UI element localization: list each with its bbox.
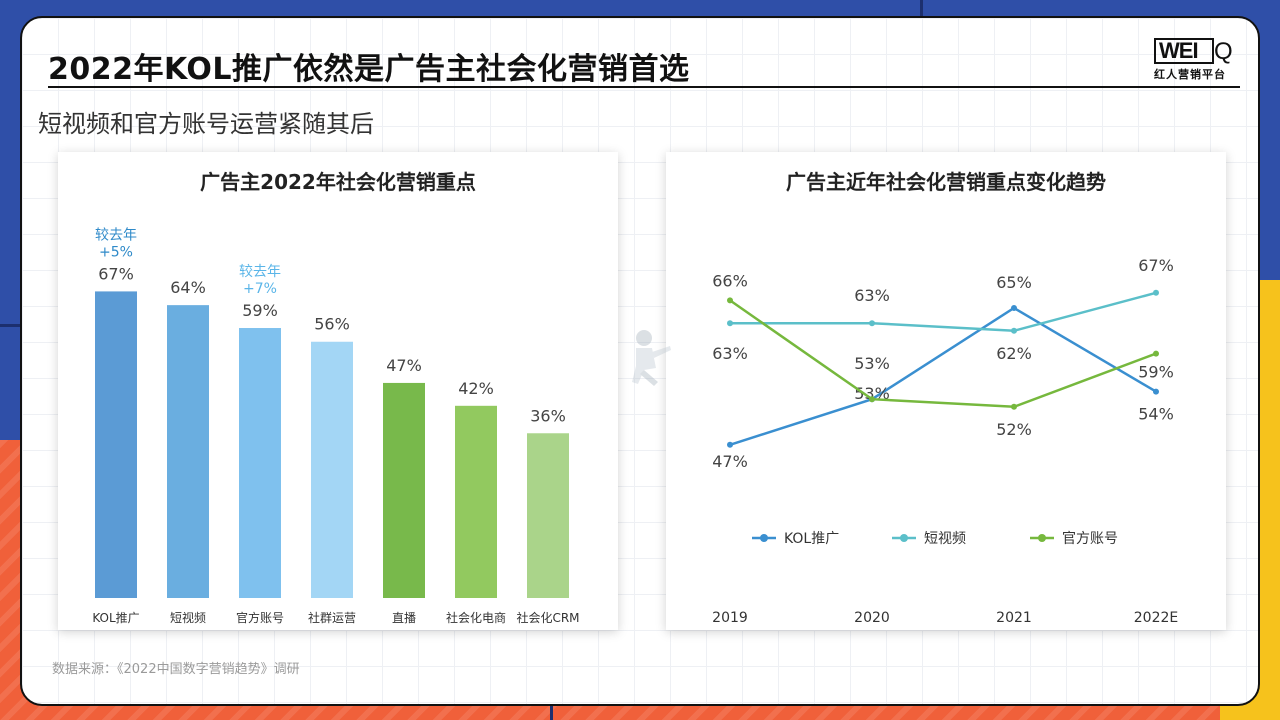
- bar-value-label: 47%: [386, 356, 422, 375]
- series-point: [1011, 327, 1017, 334]
- x-axis-tick-label: 2021: [996, 610, 1032, 626]
- bar-annotation-line2: +7%: [243, 281, 277, 297]
- point-value-label: 54%: [1138, 405, 1174, 424]
- bar-value-label: 59%: [242, 301, 278, 320]
- background-line: [920, 0, 923, 16]
- bar-直播: [383, 382, 425, 598]
- x-axis-tick-label: 2020: [854, 610, 890, 626]
- legend-marker: [900, 534, 908, 542]
- line-chart-panel: 广告主近年社会化营销重点变化趋势 47% 53% 65% 54% 63% 63% 62% 67…: [666, 152, 1226, 630]
- bar-chart-panel: 广告主2022年社会化营销重点 67% KOL推广 64% 短视频 59% 官方账号 56%…: [58, 152, 618, 630]
- x-axis-tick-label: 2022E: [1134, 610, 1178, 626]
- logo-subtitle: 红人营销平台: [1154, 68, 1226, 81]
- bar-社会化CRM: [527, 433, 569, 598]
- bar-chart-title: 广告主2022年社会化营销重点: [200, 170, 476, 194]
- bar-category-label: 社会化电商: [446, 610, 506, 625]
- point-value-label: 52%: [996, 420, 1032, 439]
- bar-category-label: 社会化CRM: [516, 610, 579, 625]
- slide-card: 2022年KOL推广依然是广告主社会化营销首选 WEI Q 红人营销平台 短视频…: [20, 16, 1260, 706]
- bar-value-label: 36%: [530, 406, 566, 425]
- bar-KOL推广: [95, 291, 137, 598]
- series-line-KOL推广: [729, 306, 1157, 446]
- series-point: [1153, 350, 1159, 357]
- line-chart-title: 广告主近年社会化营销重点变化趋势: [786, 170, 1106, 194]
- series-point: [1153, 289, 1159, 296]
- bar-chart: 67% KOL推广 64% 短视频 59% 官方账号 56% 社群运营 47% 直播 42% 社会化电…: [92, 227, 579, 625]
- point-value-label: 53%: [854, 354, 890, 373]
- bar-社会化电商: [455, 405, 497, 598]
- series-line-官方账号: [729, 299, 1157, 409]
- legend-marker: [760, 534, 768, 542]
- bar-annotation-line1: 较去年: [239, 264, 281, 280]
- bar-category-label: 社群运营: [308, 610, 356, 625]
- page-subtitle: 短视频和官方账号运营紧随其后: [38, 110, 374, 138]
- bar-value-label: 56%: [314, 315, 350, 334]
- bar-category-label: KOL推广: [92, 611, 139, 625]
- page-title: 2022年KOL推广依然是广告主社会化营销首选: [48, 52, 690, 87]
- point-value-label: 63%: [712, 344, 748, 363]
- line-chart: 47%53%65%54%63%63%62%67%66%53%52%59%KOL推…: [712, 256, 1178, 626]
- bar-category-label: 官方账号: [236, 610, 284, 625]
- legend-marker: [1038, 534, 1046, 542]
- bar-annotation-line2: +5%: [99, 244, 133, 260]
- series-point: [1011, 305, 1017, 311]
- background-line: [550, 705, 553, 720]
- point-value-label: 47%: [712, 452, 748, 471]
- runner-illustration-icon: [632, 330, 671, 386]
- point-value-label: 67%: [1138, 256, 1174, 275]
- weiq-logo: WEI Q 红人营销平台: [1154, 38, 1234, 82]
- legend-label: 官方账号: [1062, 531, 1118, 547]
- bar-category-label: 短视频: [170, 610, 206, 625]
- bar-value-label: 42%: [458, 379, 494, 398]
- logo-wordmark-box: WEI: [1154, 38, 1214, 64]
- title-divider: [48, 86, 1240, 88]
- series-point: [1153, 388, 1159, 395]
- bar-category-label: 直播: [392, 611, 416, 625]
- point-value-label: 65%: [996, 273, 1032, 292]
- point-value-label: 59%: [1138, 363, 1174, 382]
- series-point: [869, 396, 875, 403]
- logo-wordmark: WEI: [1159, 38, 1199, 63]
- series-point: [1011, 403, 1017, 410]
- bar-短视频: [167, 305, 209, 598]
- bar-value-label: 64%: [170, 278, 206, 297]
- logo-q: Q: [1214, 38, 1233, 65]
- series-point: [727, 441, 733, 448]
- bar-社群运营: [311, 341, 353, 598]
- series-point: [727, 320, 733, 327]
- x-axis-tick-label: 2019: [712, 610, 748, 626]
- legend-label: KOL推广: [784, 531, 839, 547]
- legend-label: 短视频: [924, 531, 966, 547]
- point-value-label: 66%: [712, 271, 748, 290]
- bar-value-label: 67%: [98, 264, 134, 283]
- point-value-label: 63%: [854, 286, 890, 305]
- series-point: [727, 297, 733, 304]
- bar-官方账号: [239, 328, 281, 598]
- point-value-label: 62%: [996, 344, 1032, 363]
- series-line-短视频: [730, 291, 1157, 333]
- series-point: [869, 320, 875, 327]
- data-source-note: 数据来源：《2022中国数字营销趋势》调研: [52, 662, 300, 677]
- bar-annotation-line1: 较去年: [95, 227, 137, 243]
